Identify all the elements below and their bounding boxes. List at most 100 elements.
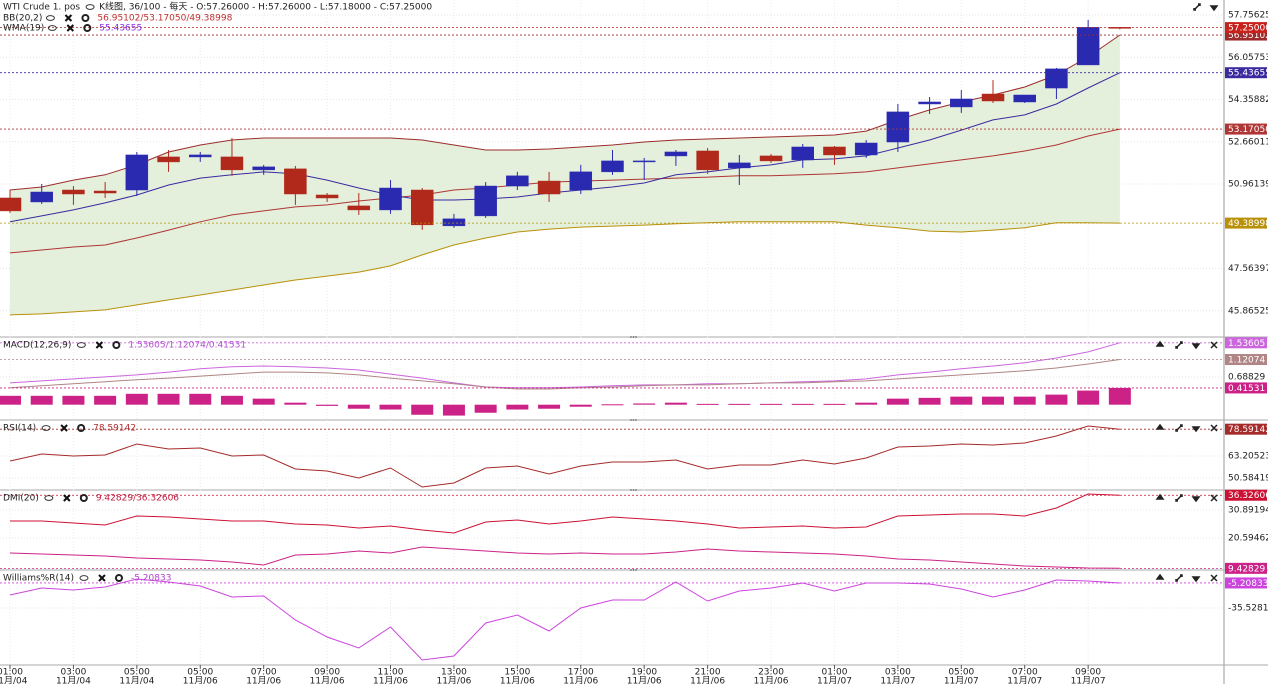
x-date-label: 11月/04	[119, 676, 154, 684]
x-tick-label: 17:00	[568, 668, 594, 678]
settings-icon[interactable]	[77, 424, 86, 432]
down-button[interactable]	[1191, 343, 1201, 350]
histogram-bar	[1108, 387, 1131, 405]
down-button[interactable]	[1191, 496, 1201, 503]
close-button[interactable]	[1210, 424, 1218, 432]
x-date-label: 11月/07	[880, 676, 915, 684]
up-button[interactable]	[1155, 340, 1165, 347]
histogram-bar	[601, 404, 624, 406]
candle-body	[664, 151, 688, 157]
remove-icon[interactable]	[64, 14, 73, 22]
last-value-box	[1225, 67, 1267, 79]
expand-button[interactable]	[1175, 494, 1183, 502]
close-button[interactable]	[1210, 494, 1218, 502]
settings-icon[interactable]	[83, 24, 92, 32]
settings-icon[interactable]	[81, 14, 90, 22]
last-value-box	[1225, 382, 1267, 394]
last-value-box	[1225, 217, 1267, 229]
visibility-icon[interactable]	[47, 25, 57, 31]
band-fill	[10, 35, 1120, 315]
pane-resize-grip[interactable]	[632, 419, 635, 421]
down-button[interactable]	[1209, 5, 1219, 12]
histogram-bar	[125, 393, 148, 405]
candle-body	[791, 146, 814, 161]
indicator-line	[9, 34, 1121, 191]
down-button[interactable]	[1191, 426, 1201, 433]
candle-body	[157, 156, 180, 163]
settings-icon[interactable]	[79, 494, 88, 502]
candle-body	[759, 155, 783, 162]
visibility-icon[interactable]	[79, 575, 89, 581]
indicator-line	[9, 578, 1120, 661]
y-tick-label: 52.66011	[1228, 137, 1268, 147]
indicator-line	[9, 342, 1121, 389]
x-date-label: 11月/06	[183, 676, 218, 684]
visibility-icon[interactable]	[85, 4, 95, 10]
histogram-bar	[0, 395, 21, 405]
last-value-box	[1225, 577, 1267, 589]
pane-resize-grip[interactable]	[635, 336, 637, 338]
pane-resize-grip[interactable]	[630, 489, 632, 491]
x-tick-label: 07:00	[251, 668, 277, 678]
pane-resize-grip[interactable]	[635, 419, 637, 421]
x-date-label: 11月/06	[754, 676, 789, 684]
remove-icon[interactable]	[60, 424, 68, 432]
pane-resize-grip[interactable]	[630, 419, 632, 421]
x-date-label: 11月/06	[246, 676, 281, 684]
down-button[interactable]	[1191, 576, 1201, 583]
expand-button[interactable]	[1175, 424, 1183, 432]
remove-icon[interactable]	[66, 24, 75, 32]
close-button[interactable]	[1210, 574, 1218, 582]
histogram-bar	[411, 404, 434, 415]
indicator-name: WMA(19)	[3, 24, 44, 34]
expand-button[interactable]	[1193, 3, 1201, 11]
last-close-label: 57.25000	[1228, 24, 1268, 34]
x-date-label: 11月/06	[310, 676, 345, 684]
visibility-icon[interactable]	[45, 15, 55, 21]
x-tick-label: 05:00	[948, 668, 974, 678]
candle-body	[854, 142, 878, 156]
y-tick-label: 50.58419	[1228, 474, 1268, 484]
indicator-name: DMI(20)	[3, 494, 39, 504]
up-button[interactable]	[1155, 573, 1165, 580]
candle-body	[315, 194, 339, 199]
expand-button[interactable]	[1175, 341, 1183, 349]
pane-resize-grip[interactable]	[635, 489, 637, 491]
x-tick-label: 05:00	[187, 668, 213, 678]
visibility-icon[interactable]	[44, 495, 54, 501]
last-close-box	[1225, 22, 1267, 34]
settings-icon[interactable]	[114, 574, 123, 582]
last-value-label: 0.41531	[1228, 384, 1265, 394]
visibility-icon[interactable]	[41, 425, 51, 431]
settings-icon[interactable]	[112, 341, 121, 349]
pane-resize-grip[interactable]	[635, 569, 637, 571]
close-button[interactable]	[1210, 341, 1218, 349]
remove-icon[interactable]	[63, 494, 71, 502]
remove-icon[interactable]	[98, 574, 106, 582]
histogram-bar	[823, 403, 846, 405]
pane-resize-grip[interactable]	[630, 569, 632, 571]
histogram-bar	[284, 402, 307, 405]
indicator-line	[10, 493, 1120, 534]
y-tick-label: -35.52810	[1228, 603, 1268, 613]
candle-body	[569, 171, 593, 191]
pane-resize-grip[interactable]	[632, 569, 635, 571]
x-tick-label: 23:00	[758, 668, 784, 678]
histogram-bar	[157, 393, 180, 405]
remove-icon[interactable]	[95, 341, 104, 349]
pane-resize-grip[interactable]	[630, 336, 632, 338]
visibility-icon[interactable]	[76, 342, 86, 348]
histogram-bar	[442, 404, 465, 416]
candle-body	[1045, 68, 1068, 89]
last-value-label: 1.12074	[1228, 356, 1265, 366]
last-value-box	[1225, 29, 1267, 41]
pane-resize-grip[interactable]	[632, 336, 635, 338]
up-button[interactable]	[1155, 423, 1165, 430]
histogram-bar	[950, 396, 973, 405]
candle-body	[632, 160, 656, 163]
x-tick-label: 01:00	[821, 668, 847, 678]
expand-button[interactable]	[1175, 574, 1183, 582]
last-value-box	[1225, 123, 1267, 135]
up-button[interactable]	[1155, 493, 1165, 500]
pane-resize-grip[interactable]	[632, 489, 635, 491]
